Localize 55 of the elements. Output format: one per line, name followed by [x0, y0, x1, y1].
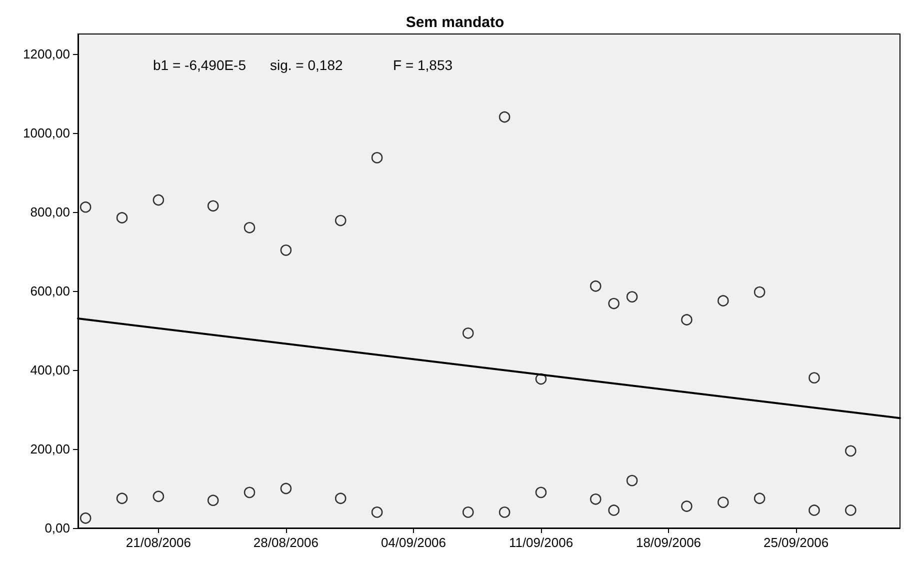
- point: [152, 194, 164, 206]
- point: [80, 512, 92, 524]
- point: [608, 298, 620, 310]
- point: [207, 200, 219, 212]
- x-tick-label: 25/09/2006: [763, 535, 829, 550]
- point: [626, 291, 638, 302]
- point: [462, 506, 474, 518]
- point: [754, 286, 766, 298]
- point: [116, 492, 128, 504]
- point: [371, 506, 383, 518]
- y-tick-label: 400,00: [30, 362, 70, 378]
- point: [535, 486, 547, 498]
- y-tick-label: 1200,00: [23, 46, 70, 62]
- point: [244, 222, 256, 234]
- point: [590, 494, 602, 505]
- x-tick-label: 04/09/2006: [380, 535, 446, 550]
- chart-title: Sem mandato: [406, 14, 504, 31]
- y-tick-label: 800,00: [30, 204, 70, 220]
- point: [845, 445, 856, 457]
- point: [280, 244, 292, 256]
- point: [718, 295, 729, 306]
- point: [808, 504, 820, 516]
- point: [718, 496, 729, 508]
- point: [845, 504, 856, 516]
- point: [498, 111, 510, 123]
- point: [681, 500, 692, 512]
- y-tick-label: 600,00: [30, 283, 70, 298]
- y-tick-label: 1000,00: [23, 125, 70, 140]
- point: [498, 506, 510, 518]
- annotation: b1 = -6,490E-5: [153, 57, 246, 73]
- annotation: F = 1,853: [393, 57, 453, 73]
- point: [808, 372, 820, 384]
- point: [590, 280, 602, 292]
- point: [608, 504, 620, 516]
- point: [535, 373, 547, 385]
- point: [626, 474, 638, 486]
- point: [116, 212, 128, 224]
- x-tick-label: 11/09/2006: [508, 535, 574, 550]
- point: [371, 152, 383, 164]
- point: [207, 494, 219, 506]
- point: [152, 490, 164, 502]
- point: [334, 214, 346, 226]
- point: [462, 328, 474, 339]
- point: [754, 492, 766, 504]
- x-tick-label: 28/08/2006: [253, 535, 319, 550]
- point: [244, 486, 256, 498]
- y-tick-label: 200,00: [30, 441, 70, 456]
- point: [280, 482, 292, 494]
- x-tick-label: 21/08/2006: [126, 535, 191, 550]
- y-tick-label: 0,00: [44, 520, 70, 536]
- point: [80, 201, 92, 213]
- point: [681, 314, 692, 326]
- annotation: sig. = 0,182: [270, 57, 343, 73]
- x-tick-label: 18/09/2006: [636, 535, 702, 550]
- point: [334, 492, 346, 504]
